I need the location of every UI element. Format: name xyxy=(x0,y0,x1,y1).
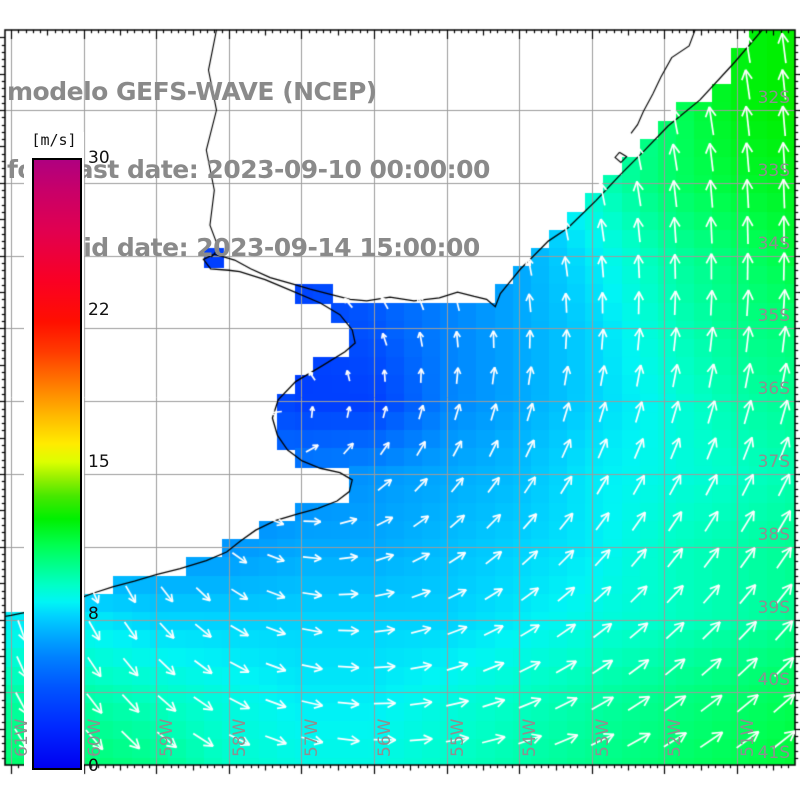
colorbar-tick-30: 30 xyxy=(88,148,110,168)
lon-label-55W: 55W xyxy=(447,718,468,757)
lon-label-60W: 60W xyxy=(84,718,105,757)
lon-label-59W: 59W xyxy=(157,718,178,757)
colorbar-tick-22: 22 xyxy=(88,300,110,320)
lon-label-56W: 56W xyxy=(375,718,396,757)
lat-label-34S: 34S xyxy=(757,233,790,254)
lat-label-39S: 39S xyxy=(757,597,790,618)
lat-label-41S: 41S xyxy=(757,743,790,764)
lat-label-33S: 33S xyxy=(757,160,790,181)
colorbar-tick-15: 15 xyxy=(88,452,110,472)
lon-label-52W: 52W xyxy=(665,718,686,757)
lon-label-61W: 61W xyxy=(12,718,33,757)
colorbar-gradient xyxy=(32,158,82,770)
lon-label-54W: 54W xyxy=(520,718,541,757)
lon-label-57W: 57W xyxy=(302,718,323,757)
lat-label-37S: 37S xyxy=(757,452,790,473)
colorbar-tick-8: 8 xyxy=(88,604,99,624)
lat-label-35S: 35S xyxy=(757,306,790,327)
lon-label-53W: 53W xyxy=(592,718,613,757)
colorbar-tick-0: 0 xyxy=(88,756,99,776)
lat-label-40S: 40S xyxy=(757,670,790,691)
lat-label-38S: 38S xyxy=(757,524,790,545)
colorbar-units-label: [m/s] xyxy=(31,131,77,149)
lat-label-36S: 36S xyxy=(757,379,790,400)
lon-label-58W: 58W xyxy=(229,718,250,757)
lat-label-32S: 32S xyxy=(757,88,790,109)
lon-label-51W: 51W xyxy=(738,718,759,757)
title-model-name: modelo GEFS-WAVE (NCEP) xyxy=(7,77,377,106)
